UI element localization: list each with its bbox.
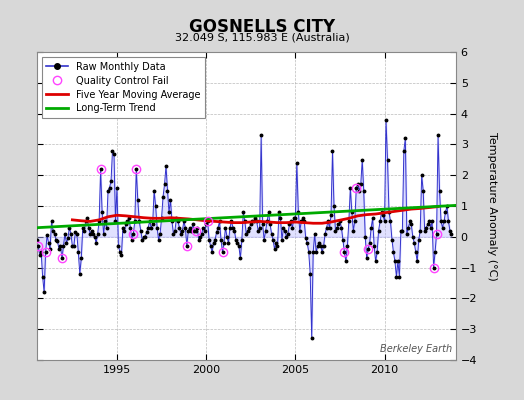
Text: Berkeley Earth: Berkeley Earth [379,344,452,354]
Y-axis label: Temperature Anomaly (°C): Temperature Anomaly (°C) [487,132,497,280]
Text: GOSNELLS CITY: GOSNELLS CITY [189,18,335,36]
Text: 32.049 S, 115.983 E (Australia): 32.049 S, 115.983 E (Australia) [174,33,350,43]
Legend: Raw Monthly Data, Quality Control Fail, Five Year Moving Average, Long-Term Tren: Raw Monthly Data, Quality Control Fail, … [41,57,205,118]
